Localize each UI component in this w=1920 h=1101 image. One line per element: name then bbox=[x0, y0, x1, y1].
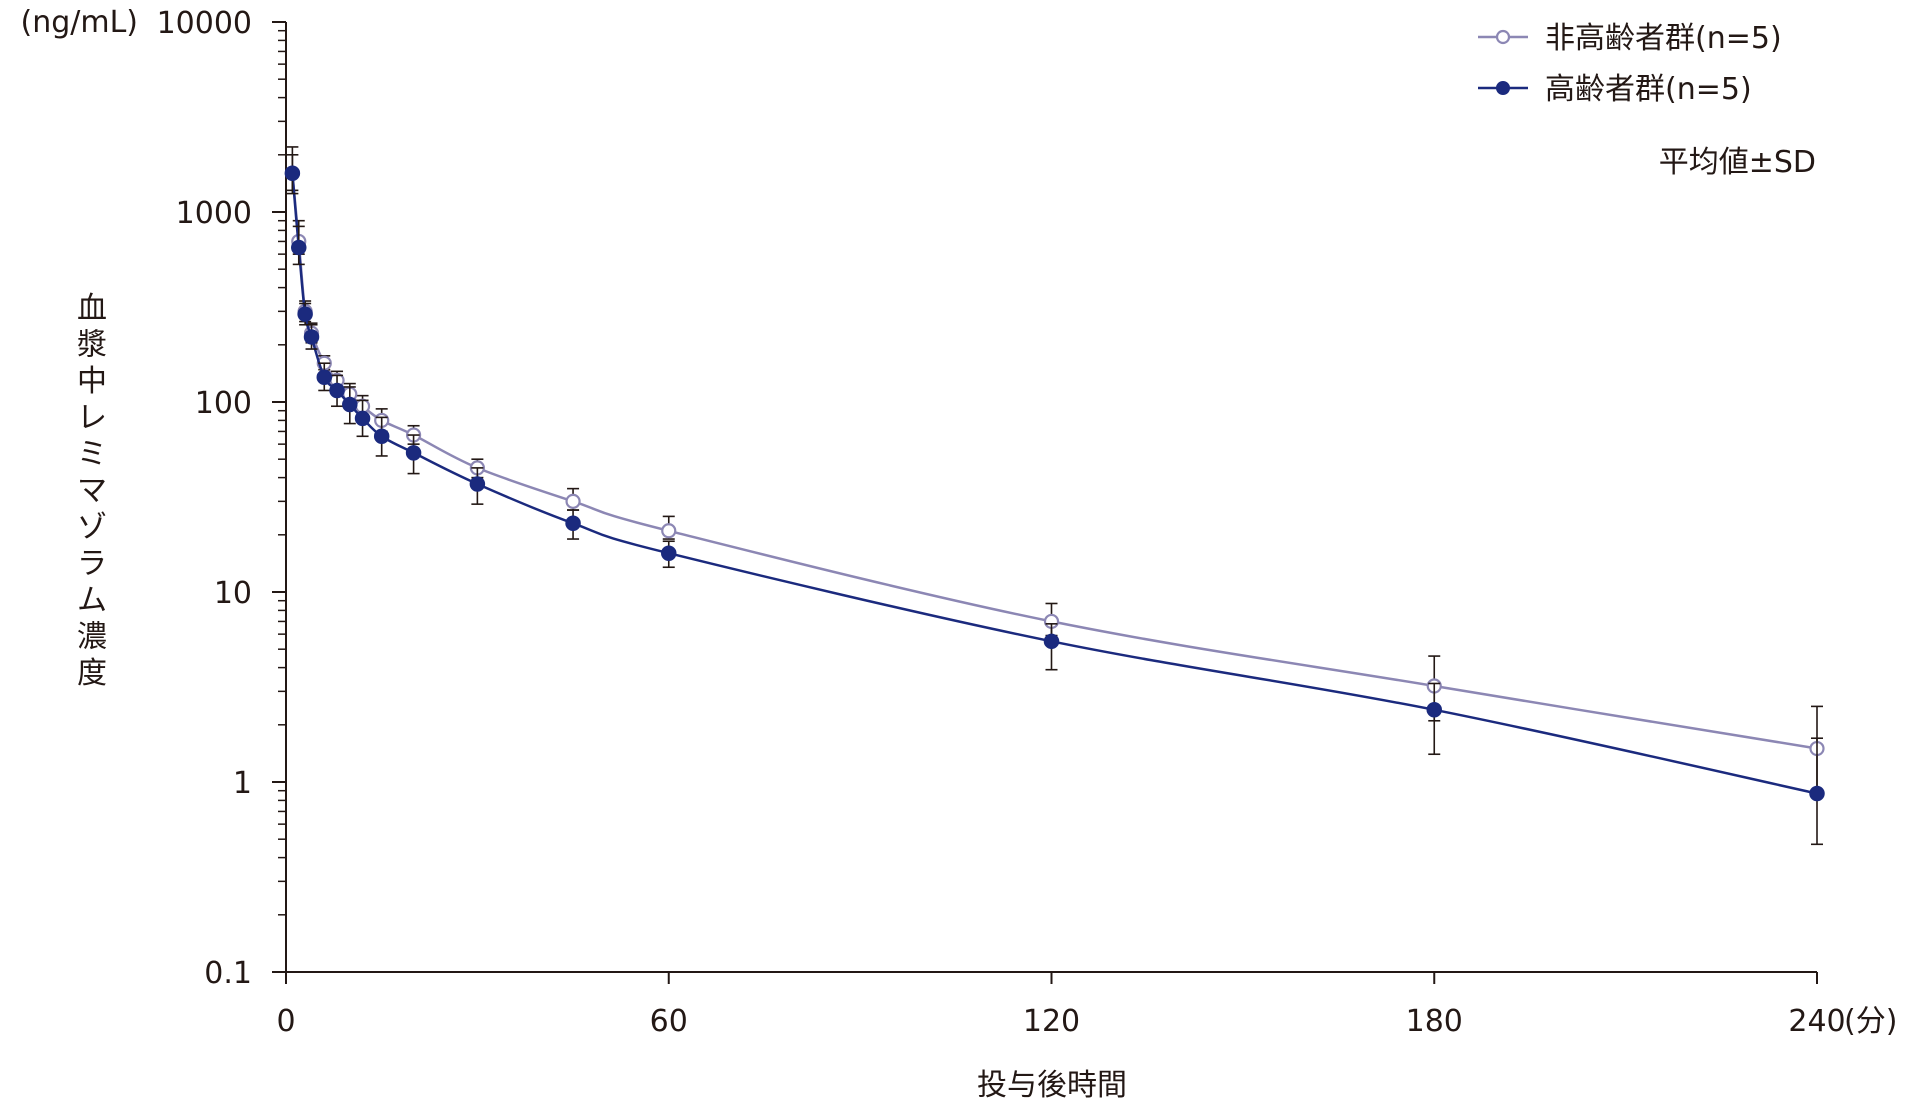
data-point bbox=[291, 239, 307, 256]
y-tick-label: 1000 bbox=[176, 196, 252, 231]
y-tick-label: 0.1 bbox=[204, 956, 252, 991]
data-point bbox=[1043, 633, 1060, 650]
data-point bbox=[373, 428, 390, 445]
data-point bbox=[354, 410, 371, 427]
y-tick-labels: 0.1 1 10 100 1000 10000 bbox=[157, 6, 252, 991]
data-point bbox=[342, 396, 358, 413]
data-point bbox=[661, 545, 677, 561]
data-point bbox=[297, 306, 313, 322]
legend: 非高齢者群(n=5) 高齢者群(n=5) bbox=[1478, 21, 1782, 107]
y-tick-label: 100 bbox=[195, 386, 252, 421]
y-tick-label: 10 bbox=[214, 576, 252, 611]
series-non-elderly bbox=[284, 146, 1825, 792]
series-layer bbox=[284, 146, 1825, 846]
legend-label-elderly: 高齢者群(n=5) bbox=[1545, 72, 1752, 107]
axes bbox=[272, 21, 1818, 984]
data-point bbox=[405, 445, 422, 461]
legend-marker-elderly bbox=[1496, 81, 1510, 95]
data-point bbox=[329, 382, 345, 399]
data-point bbox=[303, 329, 320, 345]
y-unit-label: (ng/mL) bbox=[20, 5, 138, 40]
data-point bbox=[1809, 785, 1825, 802]
data-point bbox=[469, 476, 486, 492]
data-point bbox=[1426, 702, 1442, 718]
data-point bbox=[661, 523, 677, 539]
data-point bbox=[565, 515, 581, 532]
series-elderly bbox=[284, 154, 1825, 846]
legend-label-non-elderly: 非高齢者群(n=5) bbox=[1545, 21, 1782, 56]
x-tick-label: 0 bbox=[276, 1004, 295, 1039]
y-tick-label: 10000 bbox=[157, 6, 252, 41]
x-unit-label: (分) bbox=[1844, 1004, 1897, 1039]
mean-sd-annotation: 平均値±SD bbox=[1659, 145, 1816, 180]
y-axis-title: 血漿中レミマゾラム濃度 bbox=[77, 291, 107, 691]
data-point bbox=[284, 165, 301, 181]
legend-marker-non-elderly bbox=[1495, 29, 1511, 45]
x-tick-labels: 0 60 120 180 240 bbox=[276, 1004, 1845, 1039]
series-line bbox=[291, 173, 1818, 750]
x-tick-label: 180 bbox=[1406, 1004, 1463, 1039]
x-axis-title: 投与後時間 bbox=[977, 1068, 1127, 1101]
data-point bbox=[565, 493, 581, 509]
y-tick-label: 1 bbox=[233, 766, 252, 801]
data-point bbox=[316, 369, 333, 385]
x-tick-label: 60 bbox=[650, 1004, 688, 1039]
x-tick-label: 240 bbox=[1788, 1004, 1845, 1039]
x-tick-label: 120 bbox=[1023, 1004, 1080, 1039]
